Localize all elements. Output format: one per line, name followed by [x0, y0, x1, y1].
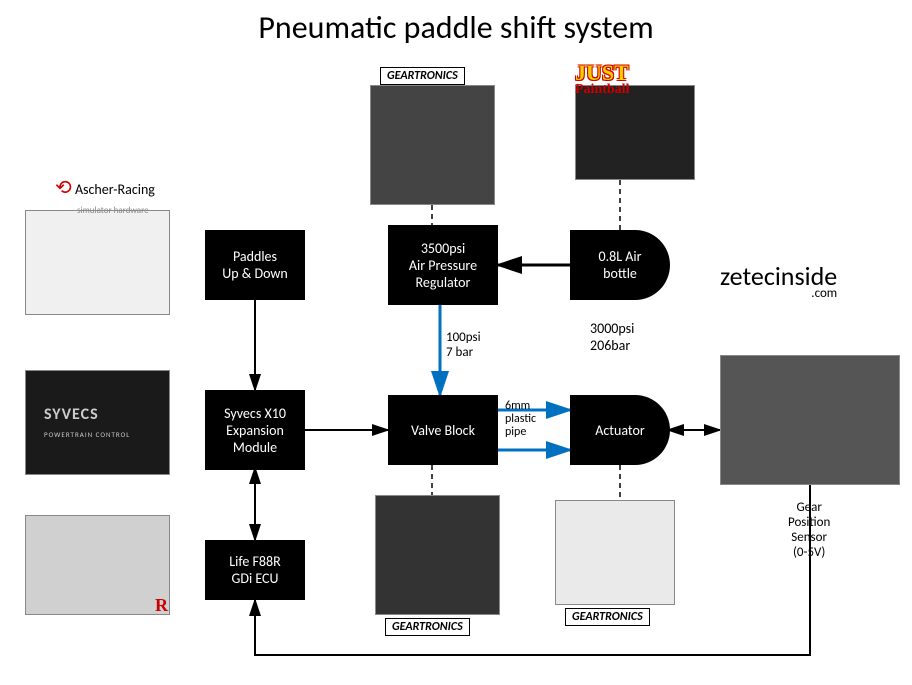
brand-geartronics-2: GEARTRONICS — [385, 618, 470, 636]
node-ecu: Life F88R GDi ECU — [205, 540, 305, 600]
photo-regulator-pic — [370, 85, 495, 205]
brand-zetec: zetecinside.com — [720, 260, 837, 301]
node-syvecs-label: Syvecs X10 Expansion Module — [224, 405, 286, 456]
brand-syvecs-text: SYVECS — [44, 405, 99, 424]
node-actuator-label: Actuator — [595, 422, 644, 439]
brand-r-logo: R — [155, 595, 168, 616]
brand-geartronics-1: GEARTRONICS — [380, 67, 465, 85]
node-ecu-label: Life F88R GDi ECU — [229, 553, 280, 587]
brand-justpb: JUST Paintball — [575, 60, 629, 98]
diagram-title: Pneumatic paddle shift system — [0, 8, 912, 47]
brand-geartronics-3: GEARTRONICS — [565, 608, 650, 626]
brand-syvecs-logo: SYVECS POWERTRAIN CONTROL — [44, 405, 130, 441]
node-regulator: 3500psi Air Pressure Regulator — [388, 225, 498, 305]
node-paddles-label: Paddles Up & Down — [222, 248, 288, 282]
label-100psi: 100psi 7 bar — [446, 330, 481, 360]
photo-gearbox-pic — [720, 355, 900, 485]
label-gearpos: Gear Position Sensor (0-5V) — [788, 500, 830, 560]
brand-syvecs-sub: POWERTRAIN CONTROL — [44, 430, 130, 439]
brand-ascher-sub: simulator hardware — [77, 205, 149, 216]
node-bottle: 0.8L Air bottle — [570, 230, 670, 300]
node-syvecs: Syvecs X10 Expansion Module — [205, 390, 305, 470]
node-regulator-label: 3500psi Air Pressure Regulator — [409, 240, 477, 291]
photo-ecu-box — [25, 515, 170, 615]
node-valve-label: Valve Block — [411, 422, 475, 439]
node-actuator: Actuator — [570, 395, 670, 465]
brand-ascher: ⟲ Ascher-Racing simulator hardware — [55, 175, 155, 217]
label-3000psi: 3000psi 206bar — [590, 320, 634, 354]
label-pipe: 6mm plastic pipe — [505, 400, 536, 440]
photo-actuator-pic — [555, 500, 675, 605]
photo-bottle-pic — [575, 85, 695, 180]
node-valve: Valve Block — [388, 395, 498, 465]
photo-wheel — [25, 210, 170, 315]
brand-ascher-text: Ascher-Racing — [75, 181, 155, 198]
node-bottle-label: 0.8L Air bottle — [599, 248, 642, 282]
photo-valve-pic — [375, 495, 500, 615]
node-paddles: Paddles Up & Down — [205, 230, 305, 300]
